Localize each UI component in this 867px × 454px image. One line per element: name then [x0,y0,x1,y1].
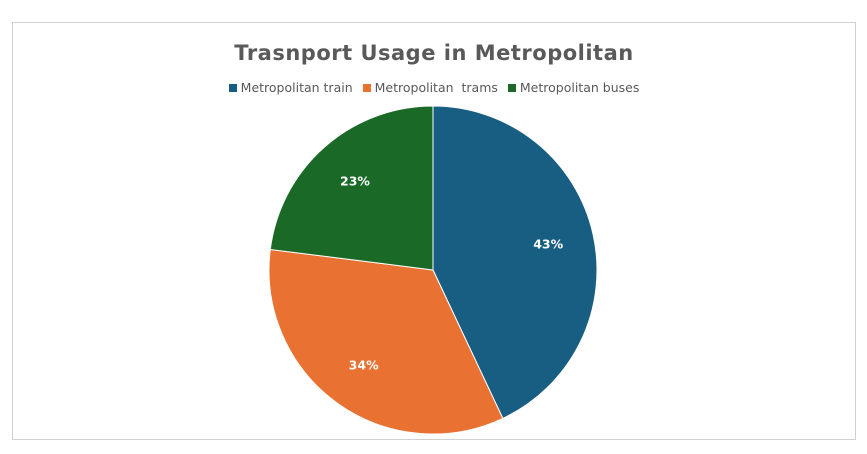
legend-item-buses: Metropolitan buses [507,80,640,95]
slice-train [432,105,598,420]
slice-label-buses: 23% [340,173,370,188]
chart-legend: Metropolitan train Metropolitan trams Me… [13,80,855,95]
legend-swatch-trams [362,83,371,92]
chart-title: Trasnport Usage in Metropolitan [234,41,634,65]
slice-label-trams: 34% [349,357,379,372]
legend-item-train: Metropolitan train [228,80,353,95]
legend-swatch-buses [507,83,516,92]
slice-buses [269,105,434,271]
legend-swatch-train [228,83,237,92]
legend-item-trams: Metropolitan trams [362,80,498,95]
legend-label-trams: Metropolitan trams [374,80,498,95]
legend-label-buses: Metropolitan buses [519,80,640,95]
legend-label-train: Metropolitan train [240,80,353,95]
slice-trams [268,248,504,435]
slice-label-train: 43% [533,236,563,251]
